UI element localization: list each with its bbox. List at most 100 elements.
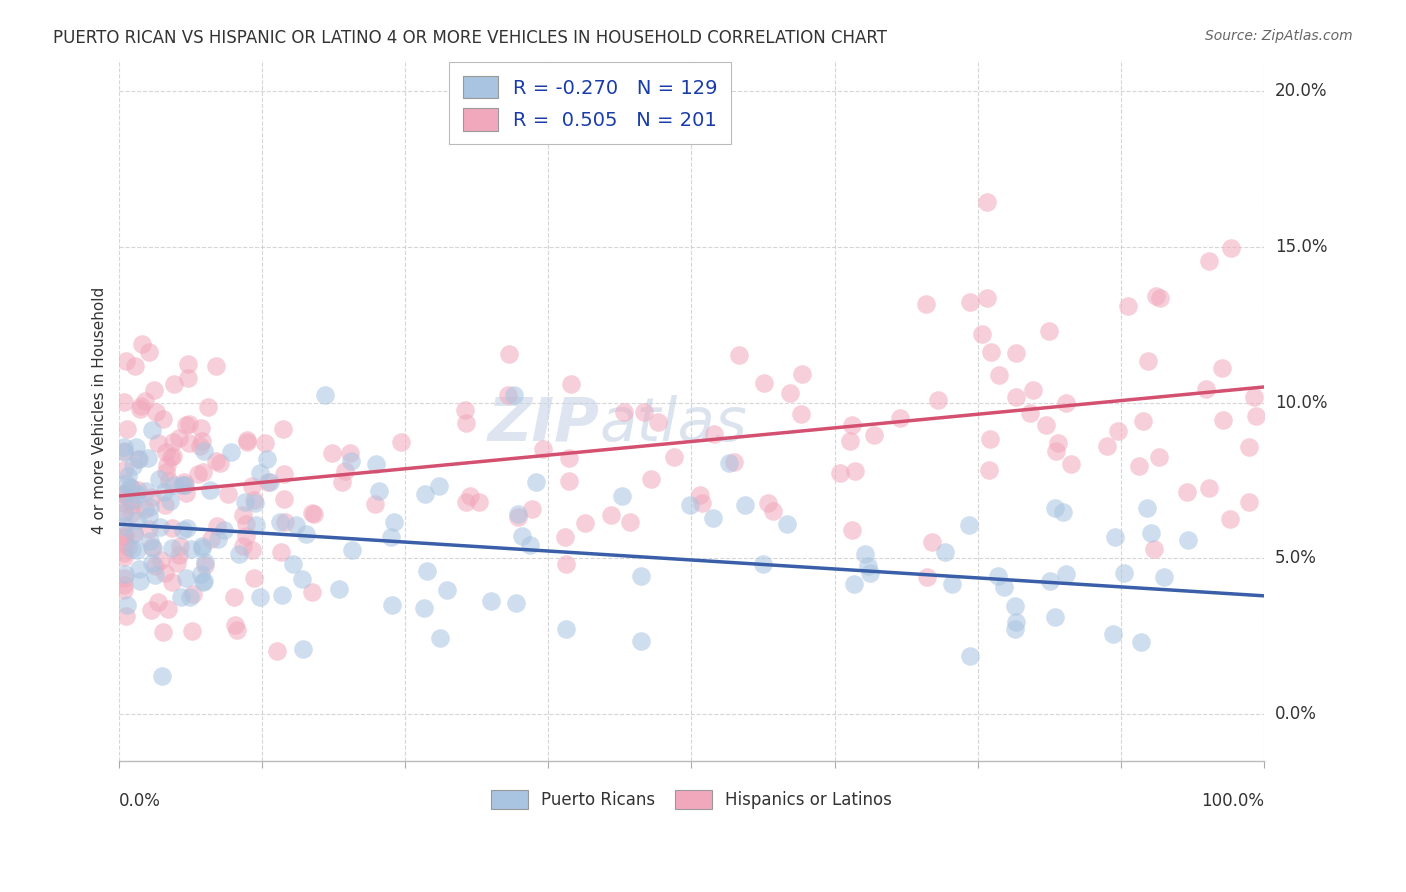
Point xyxy=(1101,627,1123,641)
Point xyxy=(380,530,402,544)
Point xyxy=(112,518,135,533)
Point xyxy=(179,417,201,431)
Point xyxy=(134,501,156,516)
Point xyxy=(934,545,956,559)
Point xyxy=(155,445,177,459)
Point xyxy=(148,594,170,608)
Point xyxy=(728,347,751,361)
Point xyxy=(208,456,231,470)
Point xyxy=(112,530,135,544)
Point xyxy=(129,399,152,413)
Point xyxy=(630,569,652,583)
Point xyxy=(1219,511,1241,525)
Point xyxy=(141,541,163,555)
Point xyxy=(240,542,263,557)
Point xyxy=(197,400,219,414)
Point xyxy=(112,440,135,454)
Legend: Puerto Ricans, Hispanics or Latinos: Puerto Ricans, Hispanics or Latinos xyxy=(484,783,898,816)
Point xyxy=(1114,566,1136,580)
Point xyxy=(723,454,745,468)
Point xyxy=(112,444,135,458)
Point xyxy=(114,566,136,581)
Point xyxy=(734,498,756,512)
Text: ZIP: ZIP xyxy=(488,395,600,454)
Point xyxy=(143,558,166,573)
Point xyxy=(1153,569,1175,583)
Point xyxy=(162,450,184,464)
Point xyxy=(139,603,162,617)
Point xyxy=(190,439,212,453)
Point xyxy=(181,624,204,638)
Point xyxy=(647,415,669,429)
Point xyxy=(679,498,702,512)
Point xyxy=(170,590,193,604)
Point xyxy=(776,517,799,532)
Point xyxy=(153,566,176,580)
Point xyxy=(1246,409,1268,423)
Point xyxy=(1019,406,1042,420)
Point xyxy=(839,434,862,449)
Point xyxy=(295,526,318,541)
Point xyxy=(915,570,938,584)
Point xyxy=(198,483,221,497)
Point xyxy=(120,494,142,508)
Point xyxy=(152,412,174,426)
Point xyxy=(128,451,150,466)
Point xyxy=(524,475,547,490)
Point xyxy=(141,490,163,504)
Point xyxy=(889,411,911,425)
Point xyxy=(174,571,197,585)
Point xyxy=(141,556,163,570)
Point xyxy=(554,530,576,544)
Point xyxy=(233,495,256,509)
Point xyxy=(112,550,135,565)
Point xyxy=(1004,599,1026,613)
Point xyxy=(187,467,209,481)
Point xyxy=(508,510,530,524)
Point xyxy=(240,478,263,492)
Point xyxy=(1211,360,1233,375)
Point xyxy=(456,417,478,431)
Point xyxy=(200,532,222,546)
Point xyxy=(853,547,876,561)
Point xyxy=(762,504,785,518)
Point xyxy=(138,344,160,359)
Point xyxy=(630,634,652,648)
Point xyxy=(160,574,183,589)
Point xyxy=(1239,495,1261,509)
Point xyxy=(1177,533,1199,548)
Point xyxy=(1116,299,1139,313)
Point xyxy=(941,577,963,591)
Point xyxy=(160,541,183,555)
Point xyxy=(980,345,1002,359)
Point xyxy=(162,521,184,535)
Point xyxy=(163,377,186,392)
Point xyxy=(194,558,217,572)
Point xyxy=(112,546,135,560)
Point xyxy=(1054,567,1077,582)
Point xyxy=(328,582,350,597)
Point xyxy=(1045,609,1067,624)
Point xyxy=(558,450,581,465)
Point xyxy=(520,501,543,516)
Point xyxy=(330,475,353,490)
Point xyxy=(129,574,152,589)
Point xyxy=(243,492,266,507)
Point xyxy=(976,195,998,210)
Point xyxy=(1128,458,1150,473)
Point xyxy=(112,578,135,592)
Point xyxy=(429,631,451,645)
Point xyxy=(232,508,254,522)
Point xyxy=(957,517,980,532)
Point xyxy=(127,542,149,557)
Point xyxy=(416,564,439,578)
Text: 5.0%: 5.0% xyxy=(1275,549,1317,567)
Point xyxy=(1147,450,1170,464)
Point xyxy=(149,520,172,534)
Point xyxy=(146,436,169,450)
Point xyxy=(1052,505,1074,519)
Point xyxy=(121,541,143,556)
Point xyxy=(600,508,623,522)
Point xyxy=(205,359,228,374)
Point xyxy=(114,536,136,550)
